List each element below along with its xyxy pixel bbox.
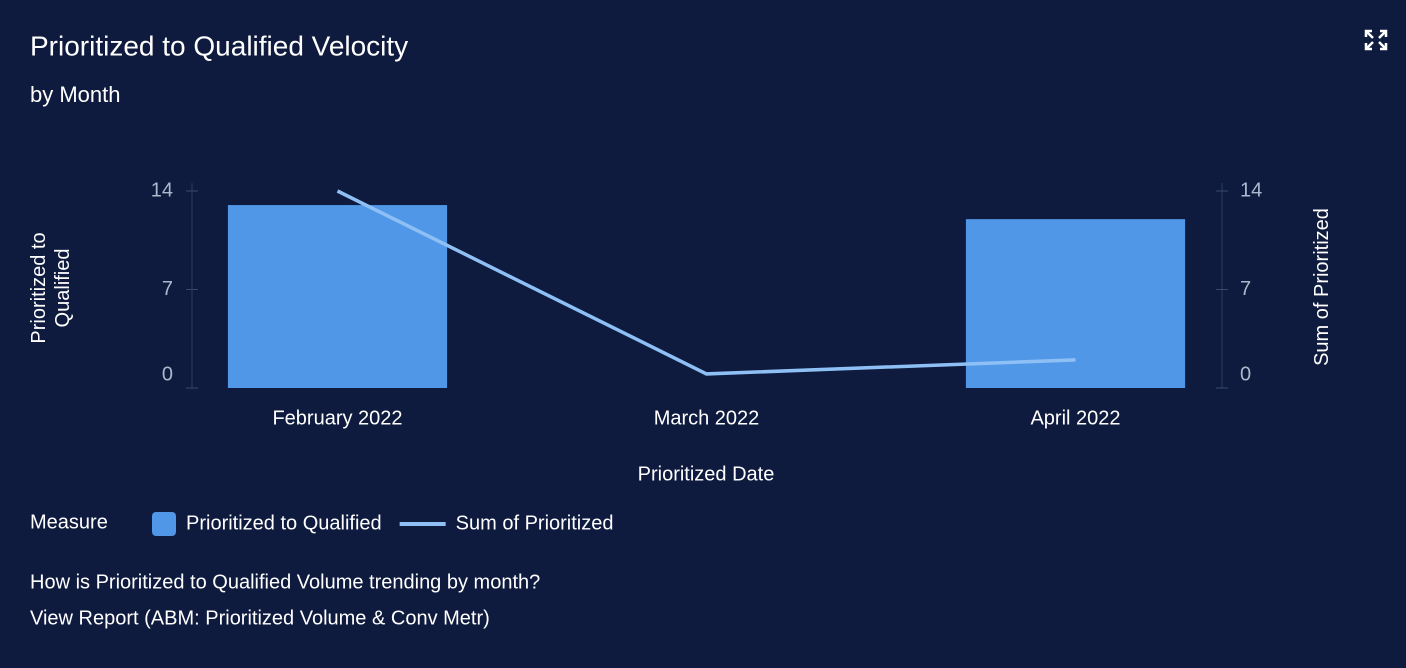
footer-question: How is Prioritized to Qualified Volume t… <box>30 571 540 593</box>
chart-title: Prioritized to Qualified Velocity <box>30 30 408 61</box>
tick-label: 0 <box>162 363 173 385</box>
tick-label: 7 <box>1240 278 1251 300</box>
expand-icon[interactable] <box>1364 29 1388 51</box>
legend-swatch <box>152 512 176 536</box>
tick-label: 0 <box>1240 363 1251 385</box>
line <box>336 189 1076 376</box>
x-tick-label: March 2022 <box>654 407 760 429</box>
x-tick-label: February 2022 <box>272 407 402 429</box>
legend-label: Sum of Prioritized <box>456 512 614 534</box>
x-axis-title: Prioritized Date <box>638 463 775 485</box>
legend-label: Prioritized to Qualified <box>186 512 382 534</box>
tick-label: 14 <box>151 179 173 201</box>
bar <box>227 205 448 388</box>
chart-subtitle: by Month <box>30 82 121 107</box>
tick-label: 14 <box>1240 179 1262 201</box>
report-link[interactable]: View Report (ABM: Prioritized Volume & C… <box>30 607 490 629</box>
tick-label: 7 <box>162 278 173 300</box>
y-axis-title: Prioritized to Qualified <box>28 232 74 344</box>
x-tick-label: April 2022 <box>1030 407 1120 429</box>
y2-axis-title: Sum of Prioritized <box>1311 208 1333 366</box>
legend-title: Measure <box>30 511 108 533</box>
